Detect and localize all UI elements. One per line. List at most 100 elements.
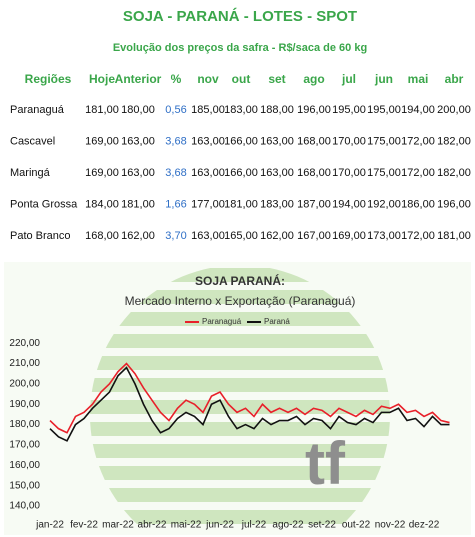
price-cell: 168,00: [85, 230, 119, 242]
y-tick-label: 200,00: [9, 379, 40, 390]
price-cell: 169,00: [85, 135, 119, 147]
price-cell: 188,00: [260, 104, 294, 116]
x-tick-label: ago-22: [272, 520, 304, 531]
price-cell: 173,00: [367, 230, 401, 242]
column-header: mai: [408, 72, 429, 86]
price-cell: 169,00: [332, 230, 366, 242]
price-cell: 163,00: [121, 135, 155, 147]
price-cell: 169,00: [85, 167, 119, 179]
x-tick-label: nov-22: [375, 520, 406, 531]
series-line: [49, 362, 450, 434]
column-header: jul: [341, 72, 356, 86]
price-cell: 196,00: [297, 104, 331, 116]
region-name: Pato Branco: [10, 230, 71, 242]
column-header: set: [268, 72, 285, 86]
price-cell: 3,68: [165, 135, 186, 147]
y-tick-label: 180,00: [9, 419, 40, 430]
price-cell: 3,68: [165, 167, 186, 179]
x-tick-label: jul-22: [241, 520, 267, 531]
price-cell: 195,00: [332, 104, 366, 116]
price-cell: 177,00: [191, 198, 225, 210]
price-cell: 166,00: [224, 135, 258, 147]
x-tick-label: out-22: [342, 520, 371, 531]
price-cell: 175,00: [367, 135, 401, 147]
price-cell: 175,00: [367, 167, 401, 179]
price-cell: 187,00: [297, 198, 331, 210]
price-cell: 163,00: [260, 135, 294, 147]
price-cell: 165,00: [224, 230, 258, 242]
region-name: Ponta Grossa: [10, 198, 78, 210]
x-tick-label: fev-22: [70, 520, 98, 531]
price-cell: 163,00: [191, 230, 225, 242]
price-cell: 183,00: [260, 198, 294, 210]
price-cell: 0,56: [165, 104, 186, 116]
price-cell: 172,00: [401, 167, 435, 179]
table-subtitle: Evolução dos preços da safra - R$/saca d…: [113, 42, 367, 54]
x-tick-label: set-22: [308, 520, 336, 531]
price-cell: 184,00: [85, 198, 119, 210]
price-cell: 181,00: [437, 230, 471, 242]
price-cell: 181,00: [224, 198, 258, 210]
x-tick-label: abr-22: [138, 520, 167, 531]
x-tick-label: jun-22: [205, 520, 234, 531]
price-cell: 194,00: [401, 104, 435, 116]
column-header: nov: [197, 72, 219, 86]
price-cell: 192,00: [367, 198, 401, 210]
column-header: ago: [303, 72, 324, 86]
price-cell: 186,00: [401, 198, 435, 210]
region-name: Maringá: [10, 167, 51, 179]
watermark: tf: [305, 430, 346, 497]
price-cell: 170,00: [332, 167, 366, 179]
legend-label: Paraná: [264, 317, 290, 326]
chart-subtitle: Mercado Interno x Exportação (Paranaguá): [125, 294, 356, 308]
price-cell: 170,00: [332, 135, 366, 147]
y-tick-label: 170,00: [9, 440, 40, 451]
column-header: out: [232, 72, 251, 86]
region-name: Cascavel: [10, 135, 55, 147]
price-cell: 163,00: [121, 167, 155, 179]
price-cell: 183,00: [224, 104, 258, 116]
price-cell: 181,00: [85, 104, 119, 116]
price-cell: 162,00: [260, 230, 294, 242]
column-header: %: [171, 72, 182, 86]
price-cell: 163,00: [191, 135, 225, 147]
price-cell: 167,00: [297, 230, 331, 242]
column-header: Regiões: [25, 72, 72, 86]
chart-title: SOJA PARANÁ:: [195, 273, 285, 288]
price-cell: 185,00: [191, 104, 225, 116]
y-tick-label: 210,00: [9, 358, 40, 369]
stripes: [90, 268, 390, 524]
price-cell: 172,00: [401, 230, 435, 242]
x-tick-label: jan-22: [35, 520, 64, 531]
price-cell: 1,66: [165, 198, 186, 210]
price-cell: 3,70: [165, 230, 186, 242]
price-cell: 163,00: [191, 167, 225, 179]
y-tick-label: 220,00: [9, 338, 40, 349]
price-cell: 180,00: [121, 104, 155, 116]
price-cell: 182,00: [437, 135, 471, 147]
price-cell: 162,00: [121, 230, 155, 242]
y-tick-label: 150,00: [9, 480, 40, 491]
y-tick-label: 140,00: [9, 501, 40, 512]
price-cell: 200,00: [437, 104, 471, 116]
price-cell: 163,00: [260, 167, 294, 179]
price-cell: 168,00: [297, 135, 331, 147]
column-header: Hoje: [89, 72, 115, 86]
price-cell: 182,00: [437, 167, 471, 179]
price-cell: 168,00: [297, 167, 331, 179]
table-title: SOJA - PARANÁ - LOTES - SPOT: [123, 8, 357, 25]
price-cell: 181,00: [121, 198, 155, 210]
price-cell: 166,00: [224, 167, 258, 179]
column-header: abr: [445, 72, 464, 86]
region-name: Paranaguá: [10, 104, 65, 116]
series-line: [49, 366, 450, 442]
x-tick-label: dez-22: [409, 520, 440, 531]
x-tick-label: mar-22: [102, 520, 134, 531]
legend-label: Paranaguá: [202, 317, 242, 326]
y-tick-label: 190,00: [9, 399, 40, 410]
price-cell: 194,00: [332, 198, 366, 210]
price-cell: 196,00: [437, 198, 471, 210]
column-header: Anterior: [115, 72, 162, 86]
column-header: jun: [374, 72, 393, 86]
